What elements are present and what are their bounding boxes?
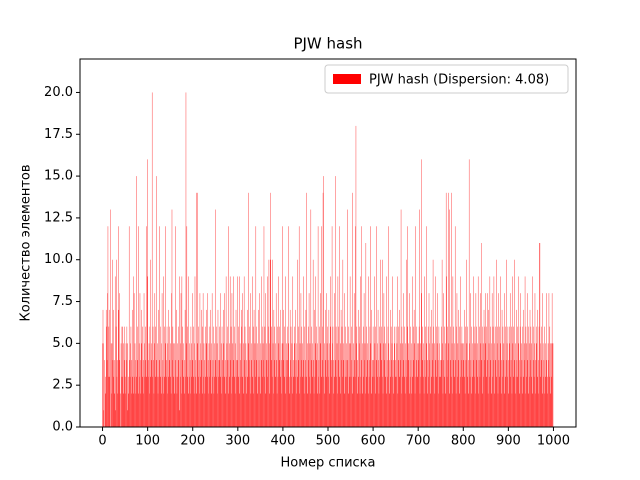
x-tick-label: 500 [316,434,341,449]
x-axis-label: Номер списка [281,456,376,471]
y-tick-label: 0.0 [52,420,73,435]
y-axis-label: Количество элементов [19,164,34,321]
x-tick-label: 200 [180,434,205,449]
y-tick-label: 17.5 [44,127,73,142]
legend-label: PJW hash (Dispersion: 4.08) [369,73,549,88]
x-tick-label: 1000 [537,434,570,449]
y-tick-label: 12.5 [44,210,73,225]
legend-swatch [333,74,361,84]
chart-title: PJW hash [293,35,362,53]
y-tick-label: 7.5 [52,294,73,309]
legend-box [324,64,569,94]
y-tick-label: 15.0 [44,169,73,184]
y-tick-label: 10.0 [44,252,73,267]
x-tick-label: 600 [361,434,386,449]
y-tick-label: 2.5 [52,378,73,393]
x-tick-label: 100 [135,434,160,449]
y-tick-label: 5.0 [52,336,73,351]
x-tick-label: 700 [406,434,431,449]
x-tick-label: 800 [451,434,476,449]
x-tick-label: 300 [225,434,250,449]
x-tick-label: 0 [98,434,106,449]
y-tick-label: 20.0 [44,85,73,100]
x-tick-label: 900 [496,434,521,449]
x-tick-label: 400 [270,434,295,449]
